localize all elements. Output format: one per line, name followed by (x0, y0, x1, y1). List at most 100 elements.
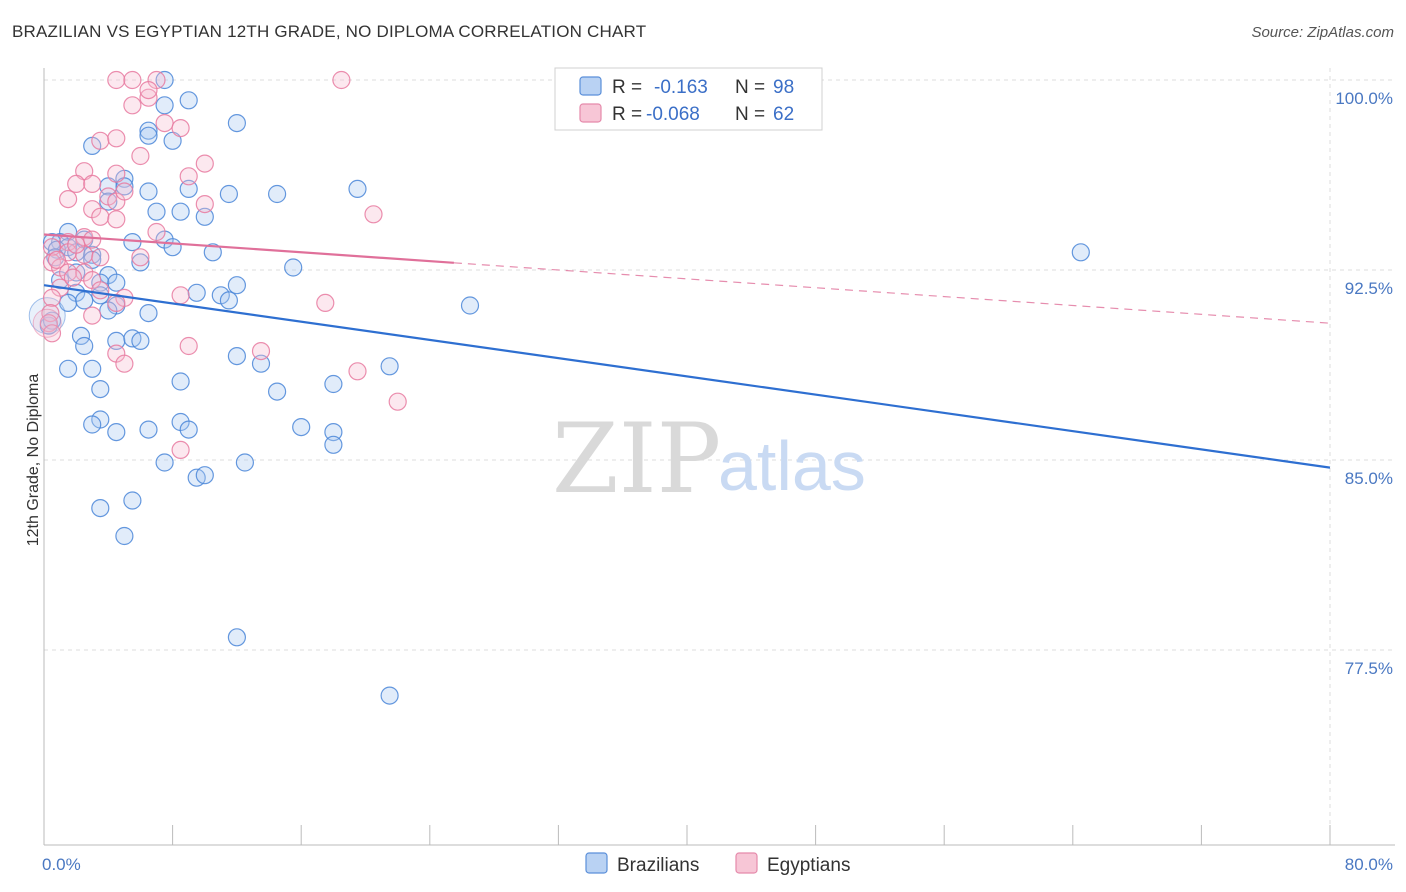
brazilian-point (195, 466, 214, 485)
brazilian-point (268, 184, 287, 204)
y-tick-label: 77.5% (1345, 659, 1393, 678)
brazilian-point (219, 184, 238, 204)
egyptian-point (91, 131, 110, 150)
brazilian-point (107, 273, 126, 292)
egyptian-point (58, 190, 78, 209)
bottom-legend-brazilians: Brazilians (617, 855, 699, 876)
egyptian-point (195, 195, 214, 214)
egyptian-point (39, 314, 58, 333)
egyptian-point (171, 119, 190, 138)
brazilian-point (348, 179, 367, 198)
brazilian-point (324, 423, 343, 442)
egyptian-point (115, 182, 134, 201)
stats-legend: R = -0.163 N = 98 R = -0.068 N = 62 (554, 67, 823, 131)
egyptian-point (91, 248, 110, 267)
brazilian-point (42, 311, 62, 330)
egyptian-point (332, 70, 351, 90)
egyptian-point (91, 207, 110, 226)
egyptian-point (123, 96, 142, 115)
brazilian-point (147, 202, 166, 221)
egyptian-point (83, 230, 102, 249)
brazilian-point (324, 435, 343, 454)
brazilian-point (155, 453, 174, 472)
brazilian-point (163, 238, 182, 257)
legend-r-value-1: -0.163 (654, 77, 708, 98)
brazilian-point (195, 207, 214, 226)
brazilian-point (1071, 243, 1090, 262)
y-tick-label: 92.5% (1345, 279, 1393, 298)
y-tick-labels: 100.0% 92.5% 85.0% 77.5% (1335, 89, 1393, 678)
brazilians-trend-line (43, 284, 1331, 469)
brazilian-point (58, 359, 78, 378)
egyptian-point (42, 288, 62, 307)
egyptian-point (107, 129, 126, 148)
brazilian-point (227, 276, 246, 295)
brazilian-point (115, 177, 134, 196)
trend-lines (43, 233, 1331, 469)
legend-r-label-1: R = (612, 77, 642, 98)
legend-n-value-1: 98 (773, 77, 794, 98)
y-tick-label: 100.0% (1335, 89, 1393, 108)
brazilian-point (284, 258, 303, 277)
bottom-legend-swatch-blue (585, 852, 608, 874)
egyptian-point (364, 205, 383, 224)
watermark-atlas: atlas (718, 427, 866, 505)
brazilian-point (139, 304, 158, 323)
brazilian-point (139, 182, 158, 201)
brazilian-point (139, 420, 158, 439)
legend-n-label-2: N = (735, 104, 765, 125)
egyptians-points (32, 70, 407, 459)
egyptians-trend-line-extension (453, 262, 1331, 324)
brazilian-point (155, 96, 174, 115)
y-tick-label: 85.0% (1345, 469, 1393, 488)
legend-n-label-1: N = (735, 77, 765, 98)
egyptian-point (348, 362, 367, 381)
chart-title: BRAZILIAN VS EGYPTIAN 12TH GRADE, NO DIP… (12, 22, 647, 41)
legend-n-value-2: 62 (773, 104, 794, 125)
egyptian-point (67, 235, 86, 254)
brazilian-point (75, 336, 94, 356)
legend-swatch-pink (579, 103, 602, 123)
egyptian-point (131, 248, 150, 267)
brazilian-point (131, 253, 150, 272)
egyptian-point (171, 440, 190, 459)
egyptians-trend-line (43, 233, 454, 264)
axes (43, 68, 1395, 846)
egyptian-point (139, 80, 158, 100)
brazilian-point (460, 296, 480, 315)
brazilian-point (227, 347, 246, 366)
brazilian-point (203, 243, 222, 262)
brazilian-point (292, 418, 311, 437)
egyptian-point (195, 154, 214, 173)
egyptian-point (316, 293, 335, 312)
x-tick-label: 80.0% (1345, 855, 1393, 874)
egyptian-point (32, 308, 62, 338)
x-tick-label: 0.0% (42, 855, 81, 874)
egyptian-point (83, 306, 102, 325)
brazilian-point (227, 113, 246, 133)
egyptian-point (47, 250, 67, 269)
egyptian-point (171, 286, 190, 305)
egyptian-point (67, 174, 86, 193)
brazilian-point (380, 686, 399, 705)
egyptian-point (91, 281, 110, 300)
watermark: ZIP atlas (552, 403, 866, 515)
legend-swatch-blue (579, 76, 602, 96)
brazilian-point (115, 526, 134, 546)
bottom-legend-egyptians: Egyptians (767, 855, 850, 876)
brazilian-point (139, 126, 158, 145)
egyptian-point (63, 268, 83, 287)
brazilian-point (219, 291, 238, 310)
chart-source: Source: ZipAtlas.com (1251, 24, 1394, 41)
x-tick-labels: 0.0% 80.0% (42, 855, 1393, 874)
brazilian-point (131, 331, 150, 350)
brazilian-point (139, 121, 158, 140)
brazilian-point (83, 359, 102, 378)
legend-r-value-2: -0.068 (646, 104, 700, 125)
brazilian-point (179, 91, 198, 110)
egyptian-point (131, 146, 150, 166)
brazilian-point (71, 326, 91, 345)
brazilian-point (235, 453, 254, 472)
bottom-legend-swatch-pink (735, 852, 758, 874)
legend-r-label-2: R = (612, 104, 642, 125)
